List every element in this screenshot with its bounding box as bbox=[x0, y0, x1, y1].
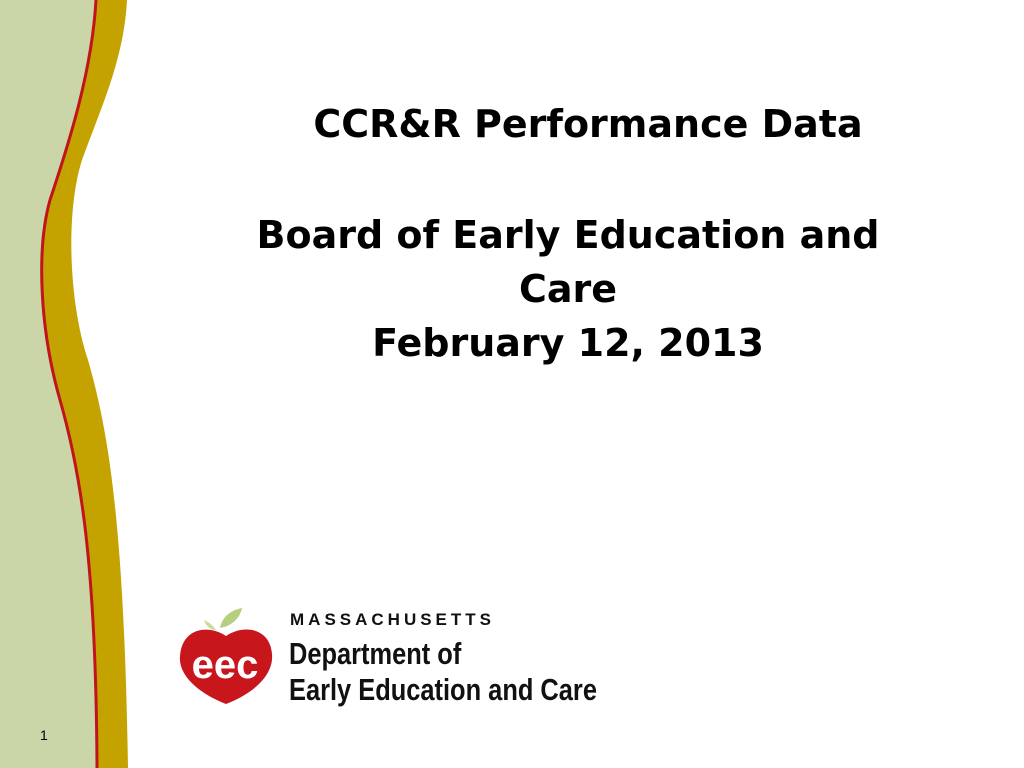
green-panel bbox=[0, 0, 97, 768]
slide-subtitle: Board of Early Education and Care Februa… bbox=[190, 208, 946, 370]
eec-mark: eec bbox=[192, 643, 259, 687]
gold-band bbox=[41, 0, 128, 768]
leaf-icon bbox=[220, 608, 242, 628]
eec-apple-logo: eec bbox=[179, 608, 273, 704]
logo-agency-line: Early Education and Care bbox=[289, 672, 597, 707]
apple-icon bbox=[179, 629, 273, 704]
red-stripe bbox=[40, 0, 99, 768]
date: February 12, 2013 bbox=[372, 321, 764, 365]
subtitle-line-1: Board of Early Education and bbox=[256, 213, 880, 257]
logo-department-line: Department of bbox=[289, 636, 462, 671]
decorative-side-band bbox=[0, 0, 128, 768]
slide-number: 1 bbox=[40, 727, 48, 743]
leaf-small-icon bbox=[204, 620, 216, 630]
logo-state-name: MASSACHUSETTS bbox=[290, 610, 496, 629]
subtitle-line-2: Care bbox=[518, 267, 618, 311]
slide-title: CCR&R Performance Data bbox=[313, 102, 863, 146]
